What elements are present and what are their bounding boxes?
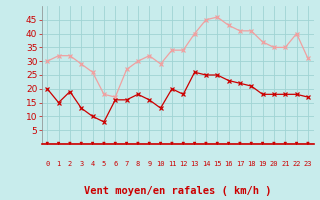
X-axis label: Vent moyen/en rafales ( km/h ): Vent moyen/en rafales ( km/h ): [84, 186, 271, 196]
